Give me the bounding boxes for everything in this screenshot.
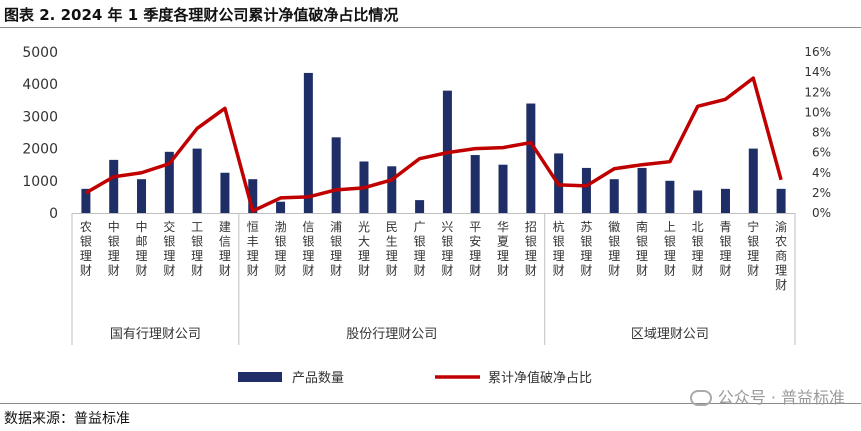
group-label: 区域理财公司 <box>631 327 709 342</box>
bar <box>581 167 591 213</box>
data-source: 数据来源：普益标准 <box>4 411 130 427</box>
bar <box>526 103 536 213</box>
y-axis-right: 0% 2% 4% 6% 8% 10% 12% 14% 16% <box>804 45 831 220</box>
bar <box>776 188 786 213</box>
group-label: 股份行理财公司 <box>346 327 437 342</box>
x-tick-label: 农银理财 <box>80 220 92 278</box>
x-tick-label: 青银理财 <box>719 220 731 278</box>
bar <box>331 137 341 213</box>
watermark: 公众号 · 普益标准 <box>689 384 845 408</box>
bar <box>220 172 230 213</box>
x-tick-label: 信银理财 <box>302 220 314 278</box>
y-left-tick-label: 5000 <box>22 45 58 61</box>
bar <box>720 188 730 213</box>
y-right-tick-label: 8% <box>812 126 831 140</box>
x-tick-label: 宁银理财 <box>747 219 759 278</box>
bar <box>637 167 647 213</box>
x-tick-label: 上银理财 <box>664 220 676 278</box>
x-tick-label: 北银理财 <box>692 220 704 278</box>
x-tick-label: 建信理财 <box>219 220 231 278</box>
y-left-tick-label: 2000 <box>22 142 58 158</box>
bar <box>387 166 397 213</box>
y-right-tick-label: 14% <box>804 65 831 79</box>
x-tick-label: 兴银理财 <box>441 220 453 278</box>
bar <box>81 188 91 213</box>
y-left-tick-label: 0 <box>49 206 58 222</box>
y-right-tick-label: 16% <box>804 45 831 59</box>
x-tick-label: 民生理财 <box>386 220 398 278</box>
y-left-tick-label: 3000 <box>22 109 58 125</box>
x-tick-label: 南银理财 <box>636 219 648 278</box>
footer-divider <box>0 403 861 404</box>
y-right-tick-label: 6% <box>812 146 831 160</box>
bar <box>109 159 119 213</box>
y-right-tick-label: 0% <box>812 206 831 220</box>
series-line <box>85 76 783 213</box>
x-tick-label: 招银理财 <box>525 220 537 278</box>
x-tick-label: 苏银理财 <box>580 220 592 278</box>
x-tick-label: 中银理财 <box>108 219 120 278</box>
y-right-tick-label: 10% <box>804 105 831 119</box>
bar <box>415 200 425 213</box>
bar <box>164 151 174 213</box>
bar <box>192 148 202 213</box>
x-tick-label: 杭银理财 <box>553 219 565 278</box>
x-tick-label: 华夏理财 <box>497 220 509 278</box>
x-axis-group-labels: 国有行理财公司 股份行理财公司 区域理财公司 <box>71 213 796 345</box>
y-right-tick-label: 4% <box>812 166 831 180</box>
x-tick-label: 徽银理财 <box>608 219 620 278</box>
bar <box>303 72 313 214</box>
bar <box>470 155 480 213</box>
x-tick-label: 恒丰理财 <box>247 220 259 278</box>
combo-chart: 0 1000 2000 3000 4000 5000 0% 2% 4% 6% 8% 10% 12% 14… <box>22 45 831 386</box>
x-tick-label: 浦银理财 <box>330 220 342 278</box>
bar <box>248 179 258 213</box>
wechat-icon <box>689 390 712 406</box>
legend-label-bar: 产品数量 <box>292 371 344 386</box>
x-tick-label: 交银理财 <box>163 219 175 278</box>
figure-title: 图表 2. 2024 年 1 季度各理财公司累计净值破净占比情况 <box>4 6 399 24</box>
bar <box>665 180 675 213</box>
bar <box>276 201 286 213</box>
bar <box>693 190 703 213</box>
chart-legend: 产品数量 累计净值破净占比 <box>238 370 592 386</box>
y-left-tick-label: 1000 <box>22 174 58 190</box>
x-tick-label: 工银理财 <box>191 220 203 278</box>
y-right-tick-label: 12% <box>804 85 831 99</box>
legend-swatch-bar <box>238 372 282 382</box>
x-tick-label: 广银理财 <box>414 220 426 278</box>
x-tick-label: 渤银理财 <box>275 220 287 278</box>
bar <box>498 164 508 213</box>
x-tick-label: 中邮理财 <box>136 219 148 278</box>
title-divider <box>0 27 861 28</box>
y-axis-left: 0 1000 2000 3000 4000 5000 <box>22 45 58 222</box>
bar <box>748 148 758 213</box>
y-left-tick-label: 4000 <box>22 77 58 93</box>
bar <box>609 179 619 213</box>
x-tick-label: 渝农商理财 <box>775 219 787 292</box>
y-right-tick-label: 2% <box>812 186 831 200</box>
bar <box>137 179 147 213</box>
watermark-text: 公众号 · 普益标准 <box>717 388 845 407</box>
group-label: 国有行理财公司 <box>110 327 201 342</box>
x-axis-category-labels: 农银理财 中银理财 中邮理财 交银理财 工银理财 建信理财 恒丰理财 渤银理财 信银理财 浦银理财… <box>72 213 795 292</box>
line-series-break-ratio <box>85 76 783 213</box>
legend-label-line: 累计净值破净占比 <box>488 370 592 386</box>
x-tick-label: 平安理财 <box>469 220 481 278</box>
x-tick-label: 光大理财 <box>358 220 370 278</box>
